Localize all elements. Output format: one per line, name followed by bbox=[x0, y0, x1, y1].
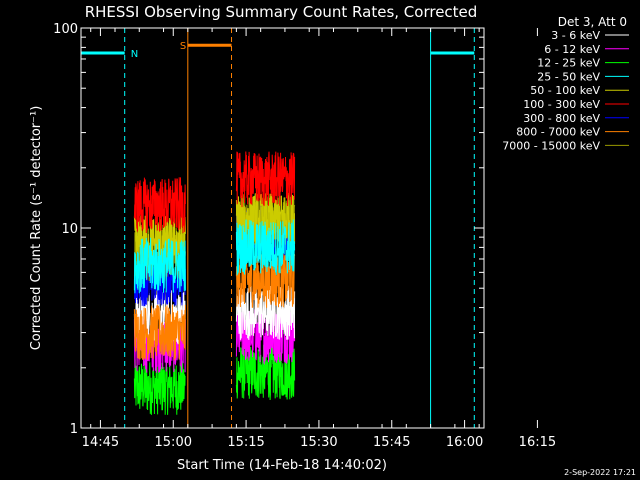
y-tick-label: 1 bbox=[70, 422, 78, 437]
x-tick-label: 15:30 bbox=[300, 435, 337, 450]
footer-date: 2-Sep-2022 17:21 bbox=[564, 468, 636, 477]
y-tick-label: 10 bbox=[61, 222, 78, 237]
flag-label: S bbox=[180, 41, 186, 52]
legend-label: 800 - 7000 keV bbox=[516, 126, 600, 139]
series-line bbox=[235, 151, 296, 208]
x-axis-label: Start Time (14-Feb-18 14:40:02) bbox=[177, 458, 387, 473]
series-line bbox=[133, 177, 186, 234]
y-tick-label: 100 bbox=[53, 22, 78, 37]
legend-label: 12 - 25 keV bbox=[537, 57, 600, 70]
flag-label: N bbox=[131, 49, 138, 60]
legend-label: 7000 - 15000 keV bbox=[502, 139, 600, 152]
legend-label: 300 - 800 keV bbox=[523, 112, 600, 125]
legend-label: 25 - 50 keV bbox=[537, 70, 600, 83]
series-line bbox=[235, 219, 296, 276]
chart-title: RHESSI Observing Summary Count Rates, Co… bbox=[85, 3, 478, 21]
series-line bbox=[133, 237, 186, 294]
plot-area: NS bbox=[81, 28, 475, 428]
legend-label: 50 - 100 keV bbox=[530, 84, 600, 97]
series-line bbox=[133, 359, 186, 415]
x-tick-label: 15:15 bbox=[227, 435, 264, 450]
y-axis-label: Corrected Count Rate (s⁻¹ detector⁻¹) bbox=[29, 106, 44, 351]
axes-frame: 14:45 15:00 15:15 15:30 15:45 16:00 16:15 1 10 10… bbox=[53, 22, 556, 450]
x-tick-label: 16:15 bbox=[519, 435, 556, 450]
x-tick-label: 16:00 bbox=[446, 435, 483, 450]
x-tick-label: 15:45 bbox=[373, 435, 410, 450]
x-tick-label: 14:45 bbox=[82, 435, 119, 450]
series-line bbox=[133, 304, 186, 361]
legend-label: 100 - 300 keV bbox=[523, 98, 600, 111]
legend-title: Det 3, Att 0 bbox=[558, 15, 627, 29]
x-tick-label: 15:00 bbox=[155, 435, 192, 450]
legend-label: 6 - 12 keV bbox=[544, 43, 600, 56]
legend-label: 3 - 6 keV bbox=[551, 29, 600, 42]
